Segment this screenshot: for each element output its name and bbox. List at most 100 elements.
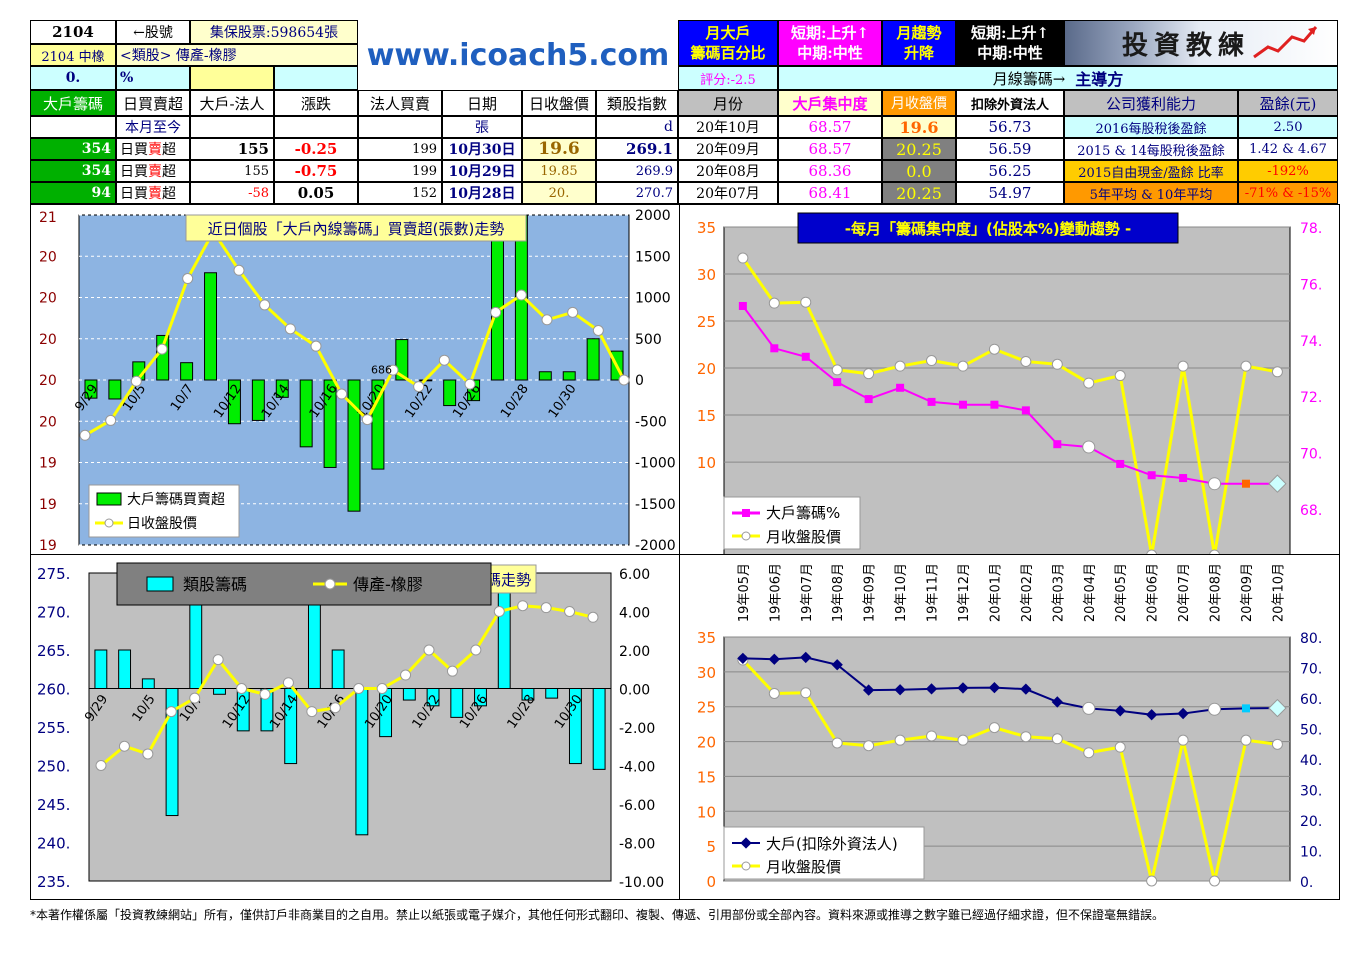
right-tick-label: 1000 [635,291,671,307]
price-point [863,740,875,752]
row-monthly-close: 19.6 [882,116,956,138]
price-point [894,360,906,372]
price-point [1209,549,1221,555]
legend-swatch-bar [146,576,174,592]
sector-point [118,740,130,752]
chart-title: -每月「籌碼集中度」(佔股本%)變動趨勢 - [845,220,1131,238]
header-month: 月份 [678,90,778,116]
left-tick-label: 275. [37,565,70,583]
bar [323,379,337,468]
bar [141,678,155,689]
price-point [182,273,194,285]
right-tick-label: -500 [635,414,667,430]
header-daily-net: 日買賣超 [116,90,190,116]
right-tick-label: 50. [1300,723,1322,739]
row-label-b: 賣 [148,186,162,202]
row-sector-index: 270.7 [596,182,678,204]
logo-banner: 投資教練 [1064,20,1338,66]
row-profit-label: 2015 & 14每股稅後盈餘 [1064,138,1238,160]
price-point [1209,875,1221,887]
right-tick-label: 76. [1300,277,1322,293]
bar [204,272,217,381]
big-excl-point [862,684,875,696]
percent-sign: % [116,66,190,90]
row-label-a: 日買 [120,142,148,158]
row-institutional: 152 [358,182,442,204]
concentration-point [833,378,842,387]
right-tick-label: 40. [1300,753,1322,769]
blank-cell [190,66,274,90]
bar [538,371,552,381]
legend-box [723,826,925,880]
legend-swatch-point [104,518,114,528]
mid-term-trend-2: 中期:中性 [977,44,1043,62]
sub-unit-lots: 張 [442,116,522,138]
right-tick-label: -8.00 [619,837,655,853]
site-url[interactable]: www.icoach5.com [366,37,670,73]
header-eps: 盈餘(元) [1238,90,1338,116]
big-excl-point [1208,702,1222,716]
bar [284,688,298,765]
chart-sector-chip-svg: 275. 270. 265. 260. 255. 250. 245. 240. 235. 6.00… [37,562,664,891]
monthly-chip-row: 月線籌碼→ 主導方 [778,66,1338,90]
score: 評分:-2.5 [678,66,778,90]
bar [568,688,582,765]
big-excl-point [1241,704,1250,713]
price-point [1114,741,1126,753]
bar [521,688,535,701]
left-tick-label: 270. [37,604,70,622]
price-point [79,429,91,441]
chart-daily-chip-svg: 2000 21 1500 20 1000 20 500 20 0 20 -500 20 -1000 19 -… [39,208,676,554]
price-point [1083,377,1095,389]
right-tick-label: -4.00 [619,760,655,776]
row-big-minus-inst: 155 [190,160,274,182]
sector-point [95,760,107,771]
left-tick-label: 30 [697,266,716,284]
concentration-point [1053,440,1062,449]
bar [94,649,108,689]
row-excl-foreign: 54.97 [956,182,1064,204]
chart-title: 近日個股「大戶內線籌碼」買賣超(張數)走勢 [208,220,505,238]
legend-swatch-bar [96,492,122,506]
legend-label: 傳產-橡膠 [353,575,423,594]
legend-label: 大戶籌碼買賣超 [127,492,225,508]
bar [450,688,464,718]
row-label-b: 賣 [148,142,162,158]
x-tick-label: 19年08月 [831,563,846,622]
left-tick-label: 15 [697,768,716,786]
price-point [284,323,296,335]
bar [108,379,122,400]
header-institutional: 法人買賣 [358,90,442,116]
row-label-b: 賣 [148,164,162,180]
bar [165,688,179,817]
sector-point [540,602,552,614]
right-tick-label: 78. [1300,221,1322,237]
header-monthly-close: 月收盤價 [882,90,956,116]
header-change: 漲跌 [274,90,358,116]
bar [299,379,313,448]
row-concentration: 68.57 [778,138,882,160]
big-excl-point [1082,701,1096,715]
row-big-minus-inst: 155 [190,138,274,160]
row-excl-foreign: 56.25 [956,160,1064,182]
sector-point [400,669,412,681]
left-tick-label: 240. [37,835,70,853]
left-tick-label: 250. [37,758,70,776]
big-excl-point [957,682,969,694]
sub-blank [358,116,442,138]
price-point [926,730,938,742]
big-excl-point [925,683,938,695]
sector-point [142,748,154,760]
price-point [1051,358,1063,370]
right-tick-label: 6.00 [619,567,650,583]
price-point [768,687,780,699]
sector-point [446,665,458,677]
row-month: 20年10月 [678,116,778,138]
right-tick-label: 70. [1300,662,1322,678]
bar [371,379,385,470]
price-point [541,314,553,326]
left-tick-label: 25 [697,313,716,331]
row-daily-close: 20. [522,182,596,204]
stock-code: 2104 [30,20,116,44]
sector-point [587,611,599,623]
